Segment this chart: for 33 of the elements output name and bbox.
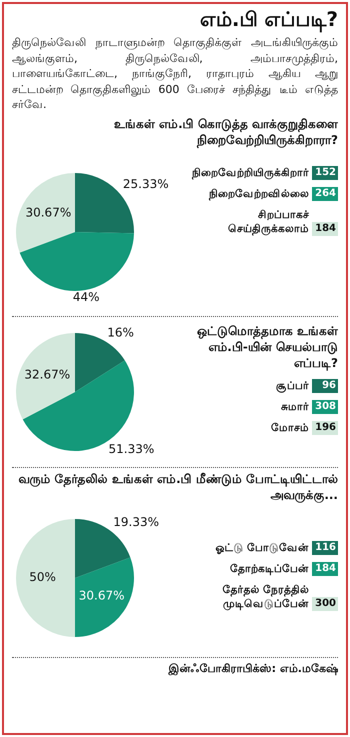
data-label: 30.67% <box>78 588 125 602</box>
text: 184 <box>315 222 336 234</box>
text: திருநெல்வேலி நாடாளுமன்ற தொகுதிக்குள் அடங்கியிருக்கும் ஆலங்குளம், திருநெல்வேலி, அம்பாசமுத்திரம், பாளையங்கோட்டை, நாங்குநேரி, ராதாபுரம் ஆகிய ஆறு சட்டமன்ற தொகுதிகளிலும் 600 பேரைச் சந்தித்து டீம் எடுத்த சர்வே. <box>12 35 338 112</box>
text: எம்.பி எப்படி? <box>198 7 338 33</box>
text: 196 <box>315 422 336 432</box>
text: 116 <box>315 542 336 552</box>
legend-label: தேர்தல் நேரத்தில் முடிவெடுப்பேன் <box>221 582 309 610</box>
legend-label: நிறைவேற்றவில்லை <box>209 186 309 200</box>
text: இன்ஃபோகிராபிக்ஸ்: எம்.மகேஷ் <box>12 656 338 676</box>
data-label: 30.67% <box>25 205 72 220</box>
text: 300 <box>315 598 336 608</box>
legend-label: தோற்கடிப்பேன் <box>230 562 309 576</box>
legend-label: மோசம் <box>271 420 309 434</box>
data-label: 25.33% <box>122 176 169 191</box>
data-label: 16% <box>107 324 134 339</box>
data-label: 51.33% <box>108 442 154 456</box>
data-label: 44% <box>72 290 100 304</box>
data-label: 19.33% <box>113 514 159 529</box>
data-label: 50% <box>29 570 56 584</box>
text: 264 <box>315 188 336 198</box>
chart-title: வரும் தேர்தலில் உங்கள் எம்.பி மீண்டும் போட்டியிட்டால் அவருக்கு... <box>18 470 338 502</box>
legend-label: நிறைவேற்றியிருக்கிறார் <box>192 166 309 180</box>
chart-title: உங்கள் எம்.பி கொடுத்த வாக்குறுதிகளை நிறைவேற்றியிருக்கிறாரா? <box>112 116 338 148</box>
legend-label: ஓட்டு போடுவேன் <box>215 540 309 554</box>
text: 308 <box>315 400 336 412</box>
legend-label: சிறப்பாகச் செய்திருக்கலாம் <box>227 208 309 236</box>
text: 152 <box>315 166 336 178</box>
text: 184 <box>315 562 336 574</box>
text: ஒட்டுமொத்தமாக உங்கள் எம்.பி-யின் செயல்பாடு எப்படி? <box>196 322 338 370</box>
legend-label: சுமார் <box>281 400 309 414</box>
text: 96 <box>322 380 336 390</box>
legend-label: சூப்பர் <box>276 378 309 392</box>
data-label: 32.67% <box>24 366 70 381</box>
